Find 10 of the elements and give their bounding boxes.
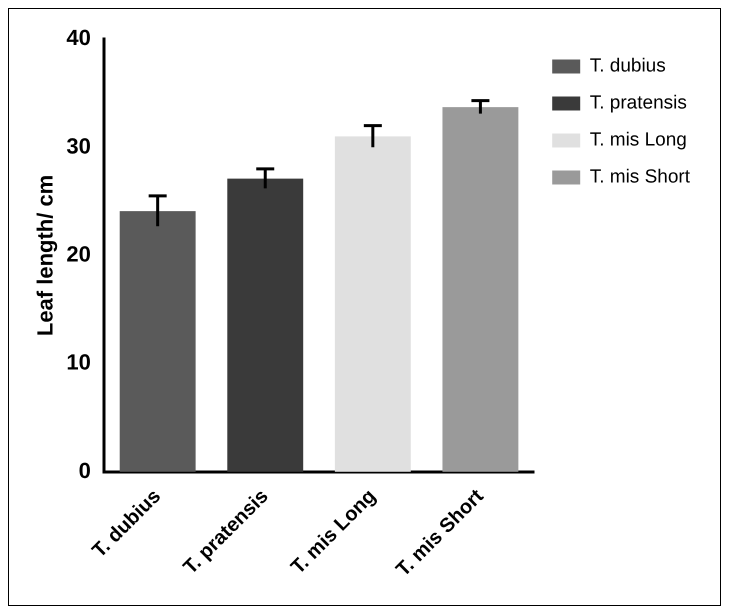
y-tick-label: 40 — [66, 25, 91, 50]
legend-label: T. pratensis — [590, 92, 687, 114]
y-tick-label: 20 — [66, 242, 91, 266]
y-tick-label: 30 — [66, 133, 91, 158]
y-tick-label: 0 — [78, 458, 91, 483]
legend-label: T. mis Short — [590, 166, 691, 188]
legend-label: T. mis Long — [590, 130, 687, 151]
y-axis-title: Leaf length/ cm — [32, 174, 58, 336]
y-tick-label: 10 — [66, 350, 91, 375]
legend-label: T. dubius — [590, 56, 666, 77]
